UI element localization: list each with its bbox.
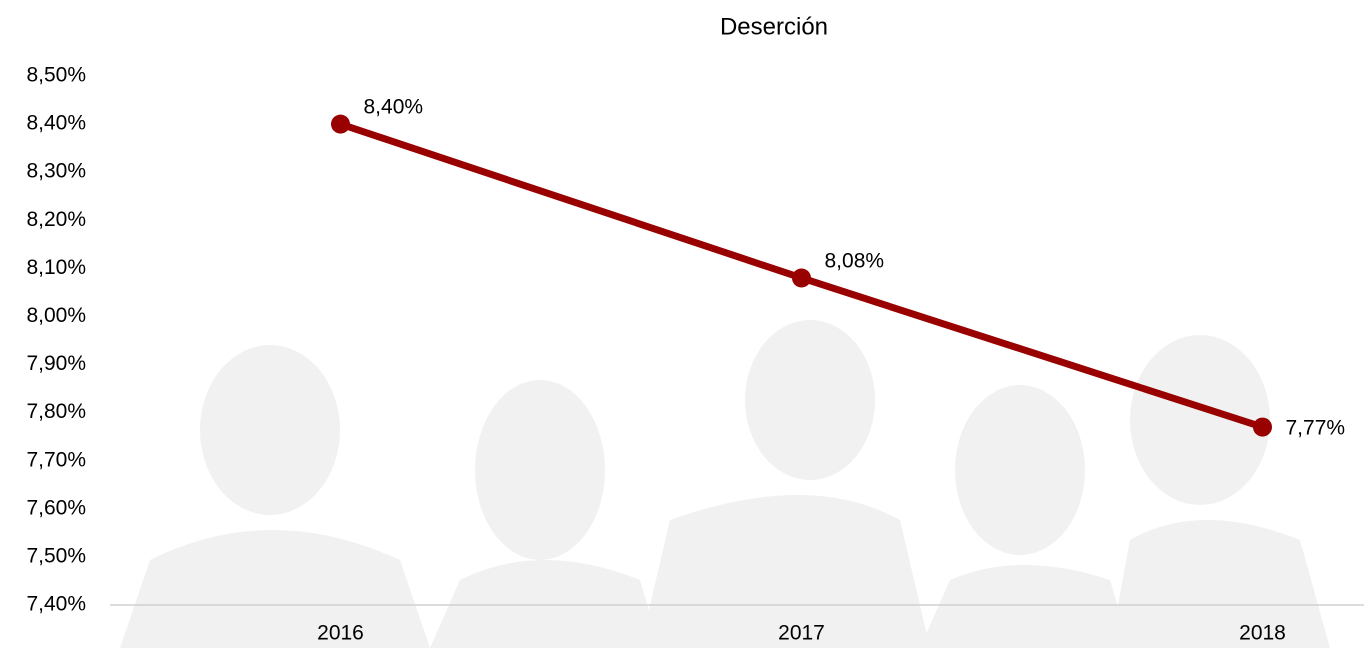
y-tick-label: 7,70% — [26, 448, 86, 471]
x-tick-label: 2018 — [1239, 622, 1286, 645]
data-label: 8,40% — [364, 96, 424, 119]
background-photo — [120, 320, 1330, 648]
y-tick-label: 8,20% — [26, 208, 86, 231]
data-label: 8,08% — [825, 250, 885, 273]
chart-title: Deserción — [720, 13, 828, 40]
y-tick-label: 7,40% — [26, 593, 86, 616]
y-tick-label: 8,30% — [26, 160, 86, 183]
x-tick-label: 2017 — [778, 622, 825, 645]
y-tick-label: 8,10% — [26, 256, 86, 279]
data-label: 7,77% — [1286, 417, 1346, 440]
y-tick-label: 7,60% — [26, 496, 86, 519]
marker — [1253, 417, 1272, 437]
y-tick-label: 7,80% — [26, 400, 86, 423]
y-tick-label: 8,00% — [26, 304, 86, 327]
x-tick-label: 2016 — [317, 622, 364, 645]
y-tick-label: 8,40% — [26, 112, 86, 135]
y-tick-label: 8,50% — [26, 64, 86, 87]
marker — [331, 114, 350, 134]
y-tick-label: 7,50% — [26, 544, 86, 567]
y-tick-label: 7,90% — [26, 352, 86, 375]
marker — [792, 268, 811, 288]
